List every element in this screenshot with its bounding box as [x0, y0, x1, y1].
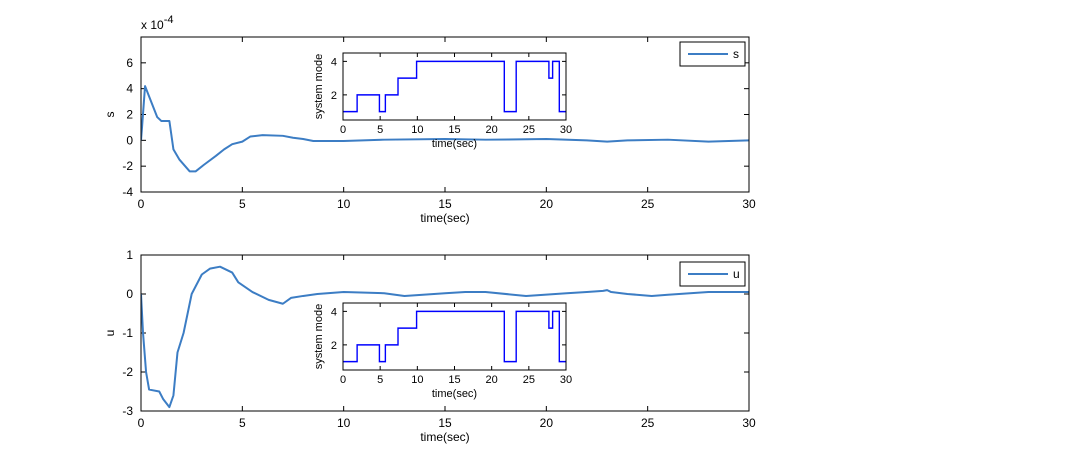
x-tick-label: 25 — [523, 374, 535, 386]
y-tick-label: 0 — [126, 133, 133, 147]
x-axis-label: time(sec) — [432, 138, 477, 150]
axes-frame — [342, 52, 567, 121]
x-tick-label: 5 — [239, 197, 246, 211]
axes-frame — [140, 254, 750, 412]
x-tick-label: 30 — [560, 374, 572, 386]
x-tick-label: 0 — [340, 374, 346, 386]
y-axis-label: system mode — [313, 304, 325, 369]
x-tick-label: 0 — [138, 197, 145, 211]
legend-label: s — [733, 47, 739, 61]
x-tick-label: 5 — [377, 124, 383, 136]
x-tick-label: 0 — [138, 416, 145, 430]
x-tick-label: 20 — [540, 197, 554, 211]
y-tick-label: -1 — [122, 326, 133, 340]
exponent-base: x 10 — [141, 18, 164, 32]
series-line-u — [141, 265, 749, 409]
x-tick-label: 10 — [411, 374, 423, 386]
y-tick-label: 4 — [126, 82, 133, 96]
y-tick-label: 2 — [331, 90, 337, 102]
x-tick-label: 20 — [540, 416, 554, 430]
legend-label: u — [733, 267, 740, 281]
exponent-power: -4 — [164, 14, 174, 26]
x-tick-label: 25 — [641, 197, 655, 211]
x-tick-label: 30 — [742, 197, 756, 211]
x-tick-label: 15 — [448, 374, 460, 386]
y-tick-label: 2 — [331, 340, 337, 352]
y-tick-label: -4 — [122, 185, 133, 199]
y-tick-label: 4 — [331, 56, 337, 68]
x-axis-label: time(sec) — [420, 211, 469, 225]
x-axis-label: time(sec) — [432, 388, 477, 400]
axes-frame — [140, 36, 750, 193]
inset-axes: 0 5 10 15 20 25 30 2 4 time(sec) system mode — [313, 302, 572, 400]
x-tick-label: 0 — [340, 124, 346, 136]
inset-axes: 0 5 10 15 20 25 30 2 4 time(sec) system mode — [313, 52, 572, 150]
y-exponent-label: x 10-4 — [141, 14, 173, 32]
y-tick-label: 1 — [126, 248, 133, 262]
x-tick-label: 10 — [337, 416, 351, 430]
x-tick-label: 15 — [448, 124, 460, 136]
axes-frame — [342, 302, 567, 371]
y-tick-label: -2 — [122, 159, 133, 173]
x-tick-label: 30 — [742, 416, 756, 430]
x-tick-label: 30 — [560, 124, 572, 136]
y-tick-label: 4 — [331, 306, 337, 318]
x-tick-label: 15 — [438, 197, 452, 211]
x-tick-label: 25 — [641, 416, 655, 430]
x-tick-label: 5 — [377, 374, 383, 386]
x-axis-label: time(sec) — [420, 430, 469, 444]
x-tick-label: 10 — [337, 197, 351, 211]
x-tick-label: 5 — [239, 416, 246, 430]
x-tick-label: 10 — [411, 124, 423, 136]
legend: u — [679, 261, 746, 287]
system-mode-step-line — [343, 310, 566, 363]
series-line-s — [141, 85, 749, 173]
y-tick-label: 2 — [126, 108, 133, 122]
y-tick-label: 6 — [126, 56, 133, 70]
plot-area — [343, 53, 566, 120]
x-tick-label: 25 — [523, 124, 535, 136]
y-tick-label: -2 — [122, 365, 133, 379]
system-mode-step-line — [343, 60, 566, 113]
y-axis-label: system mode — [313, 54, 325, 119]
x-tick-label: 20 — [486, 124, 498, 136]
y-tick-label: -3 — [122, 404, 133, 418]
y-axis-label: u — [103, 330, 117, 337]
x-tick-label: 15 — [438, 416, 452, 430]
plot-area — [343, 303, 566, 370]
x-tick-label: 20 — [486, 374, 498, 386]
legend: s — [679, 41, 746, 67]
y-tick-label: 0 — [126, 287, 133, 301]
y-axis-label: s — [103, 112, 117, 118]
